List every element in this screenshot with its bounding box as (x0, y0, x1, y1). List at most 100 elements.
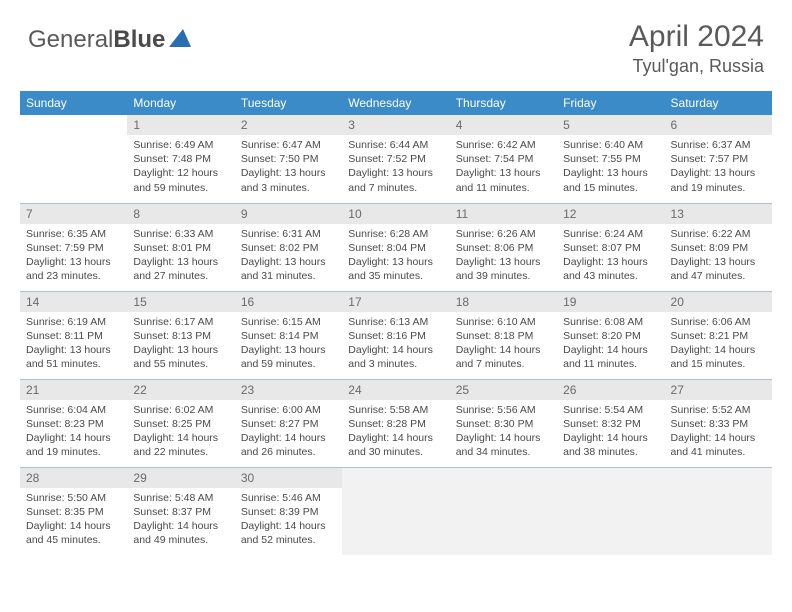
day-number: 11 (450, 204, 557, 224)
day-number: 19 (557, 292, 664, 312)
logo-triangle-icon (169, 29, 191, 52)
sunrise-line: Sunrise: 5:48 AM (133, 491, 228, 505)
sunrise-line: Sunrise: 6:49 AM (133, 138, 228, 152)
calendar-cell: 20Sunrise: 6:06 AMSunset: 8:21 PMDayligh… (665, 291, 772, 379)
sunset-line: Sunset: 8:25 PM (133, 417, 228, 431)
day-number: 4 (450, 115, 557, 135)
calendar-cell: 5Sunrise: 6:40 AMSunset: 7:55 PMDaylight… (557, 115, 664, 203)
header: GeneralBlue April 2024 Tyul'gan, Russia (0, 0, 792, 85)
day-body: Sunrise: 6:02 AMSunset: 8:25 PMDaylight:… (127, 400, 234, 466)
day-body: Sunrise: 6:31 AMSunset: 8:02 PMDaylight:… (235, 224, 342, 290)
calendar-row: 7Sunrise: 6:35 AMSunset: 7:59 PMDaylight… (20, 203, 772, 291)
sunrise-line: Sunrise: 6:00 AM (241, 403, 336, 417)
day-body: Sunrise: 6:10 AMSunset: 8:18 PMDaylight:… (450, 312, 557, 378)
sunrise-line: Sunrise: 5:56 AM (456, 403, 551, 417)
calendar: SundayMondayTuesdayWednesdayThursdayFrid… (20, 91, 772, 555)
day-number: 14 (20, 292, 127, 312)
calendar-cell: 8Sunrise: 6:33 AMSunset: 8:01 PMDaylight… (127, 203, 234, 291)
calendar-cell: 13Sunrise: 6:22 AMSunset: 8:09 PMDayligh… (665, 203, 772, 291)
sunrise-line: Sunrise: 5:52 AM (671, 403, 766, 417)
sunrise-line: Sunrise: 6:22 AM (671, 227, 766, 241)
day-body: Sunrise: 6:22 AMSunset: 8:09 PMDaylight:… (665, 224, 772, 290)
day-body: Sunrise: 6:04 AMSunset: 8:23 PMDaylight:… (20, 400, 127, 466)
sunset-line: Sunset: 7:57 PM (671, 152, 766, 166)
daylight-line: Daylight: 13 hours and 15 minutes. (563, 166, 658, 194)
title-block: April 2024 Tyul'gan, Russia (629, 20, 764, 77)
day-number: 9 (235, 204, 342, 224)
calendar-cell: 2Sunrise: 6:47 AMSunset: 7:50 PMDaylight… (235, 115, 342, 203)
sunset-line: Sunset: 8:37 PM (133, 505, 228, 519)
sunrise-line: Sunrise: 6:40 AM (563, 138, 658, 152)
daylight-line: Daylight: 14 hours and 15 minutes. (671, 343, 766, 371)
day-number: 20 (665, 292, 772, 312)
calendar-cell: 26Sunrise: 5:54 AMSunset: 8:32 PMDayligh… (557, 379, 664, 467)
day-body: Sunrise: 6:44 AMSunset: 7:52 PMDaylight:… (342, 135, 449, 201)
sunset-line: Sunset: 8:13 PM (133, 329, 228, 343)
sunrise-line: Sunrise: 6:17 AM (133, 315, 228, 329)
calendar-cell: 22Sunrise: 6:02 AMSunset: 8:25 PMDayligh… (127, 379, 234, 467)
calendar-cell: 15Sunrise: 6:17 AMSunset: 8:13 PMDayligh… (127, 291, 234, 379)
sunrise-line: Sunrise: 6:33 AM (133, 227, 228, 241)
day-body: Sunrise: 6:19 AMSunset: 8:11 PMDaylight:… (20, 312, 127, 378)
sunrise-line: Sunrise: 6:35 AM (26, 227, 121, 241)
day-body: Sunrise: 6:37 AMSunset: 7:57 PMDaylight:… (665, 135, 772, 201)
weekday-header: Monday (127, 91, 234, 115)
calendar-cell: 25Sunrise: 5:56 AMSunset: 8:30 PMDayligh… (450, 379, 557, 467)
sunset-line: Sunset: 8:21 PM (671, 329, 766, 343)
day-body: Sunrise: 6:33 AMSunset: 8:01 PMDaylight:… (127, 224, 234, 290)
sunrise-line: Sunrise: 6:06 AM (671, 315, 766, 329)
sunrise-line: Sunrise: 5:46 AM (241, 491, 336, 505)
logo-general: General (28, 26, 113, 53)
daylight-line: Daylight: 14 hours and 45 minutes. (26, 519, 121, 547)
sunset-line: Sunset: 7:52 PM (348, 152, 443, 166)
calendar-cell: 11Sunrise: 6:26 AMSunset: 8:06 PMDayligh… (450, 203, 557, 291)
day-number: 22 (127, 380, 234, 400)
day-body: Sunrise: 5:46 AMSunset: 8:39 PMDaylight:… (235, 488, 342, 554)
day-body: Sunrise: 5:56 AMSunset: 8:30 PMDaylight:… (450, 400, 557, 466)
daylight-line: Daylight: 14 hours and 52 minutes. (241, 519, 336, 547)
sunrise-line: Sunrise: 6:44 AM (348, 138, 443, 152)
daylight-line: Daylight: 13 hours and 39 minutes. (456, 255, 551, 283)
day-body: Sunrise: 6:17 AMSunset: 8:13 PMDaylight:… (127, 312, 234, 378)
daylight-line: Daylight: 13 hours and 11 minutes. (456, 166, 551, 194)
daylight-line: Daylight: 14 hours and 34 minutes. (456, 431, 551, 459)
sunset-line: Sunset: 8:18 PM (456, 329, 551, 343)
sunset-line: Sunset: 8:28 PM (348, 417, 443, 431)
day-number: 2 (235, 115, 342, 135)
day-number: 18 (450, 292, 557, 312)
weekday-header: Sunday (20, 91, 127, 115)
sunset-line: Sunset: 8:06 PM (456, 241, 551, 255)
calendar-cell: 16Sunrise: 6:15 AMSunset: 8:14 PMDayligh… (235, 291, 342, 379)
daylight-line: Daylight: 13 hours and 7 minutes. (348, 166, 443, 194)
day-number: 7 (20, 204, 127, 224)
day-number: 17 (342, 292, 449, 312)
day-body: Sunrise: 6:06 AMSunset: 8:21 PMDaylight:… (665, 312, 772, 378)
sunrise-line: Sunrise: 6:28 AM (348, 227, 443, 241)
daylight-line: Daylight: 13 hours and 47 minutes. (671, 255, 766, 283)
sunset-line: Sunset: 8:20 PM (563, 329, 658, 343)
daylight-line: Daylight: 14 hours and 3 minutes. (348, 343, 443, 371)
weekday-header: Thursday (450, 91, 557, 115)
daylight-line: Daylight: 13 hours and 27 minutes. (133, 255, 228, 283)
sunrise-line: Sunrise: 6:47 AM (241, 138, 336, 152)
daylight-line: Daylight: 14 hours and 38 minutes. (563, 431, 658, 459)
calendar-row: 1Sunrise: 6:49 AMSunset: 7:48 PMDaylight… (20, 115, 772, 203)
day-number: 21 (20, 380, 127, 400)
calendar-row: 14Sunrise: 6:19 AMSunset: 8:11 PMDayligh… (20, 291, 772, 379)
sunrise-line: Sunrise: 6:42 AM (456, 138, 551, 152)
calendar-cell: 30Sunrise: 5:46 AMSunset: 8:39 PMDayligh… (235, 467, 342, 555)
sunrise-line: Sunrise: 6:19 AM (26, 315, 121, 329)
day-number: 13 (665, 204, 772, 224)
sunrise-line: Sunrise: 6:37 AM (671, 138, 766, 152)
day-body: Sunrise: 6:13 AMSunset: 8:16 PMDaylight:… (342, 312, 449, 378)
sunset-line: Sunset: 7:50 PM (241, 152, 336, 166)
day-number: 26 (557, 380, 664, 400)
sunset-line: Sunset: 8:09 PM (671, 241, 766, 255)
sunset-line: Sunset: 8:02 PM (241, 241, 336, 255)
day-number: 25 (450, 380, 557, 400)
day-body: Sunrise: 6:24 AMSunset: 8:07 PMDaylight:… (557, 224, 664, 290)
day-number: 15 (127, 292, 234, 312)
daylight-line: Daylight: 14 hours and 11 minutes. (563, 343, 658, 371)
daylight-line: Daylight: 13 hours and 35 minutes. (348, 255, 443, 283)
calendar-row: 28Sunrise: 5:50 AMSunset: 8:35 PMDayligh… (20, 467, 772, 555)
